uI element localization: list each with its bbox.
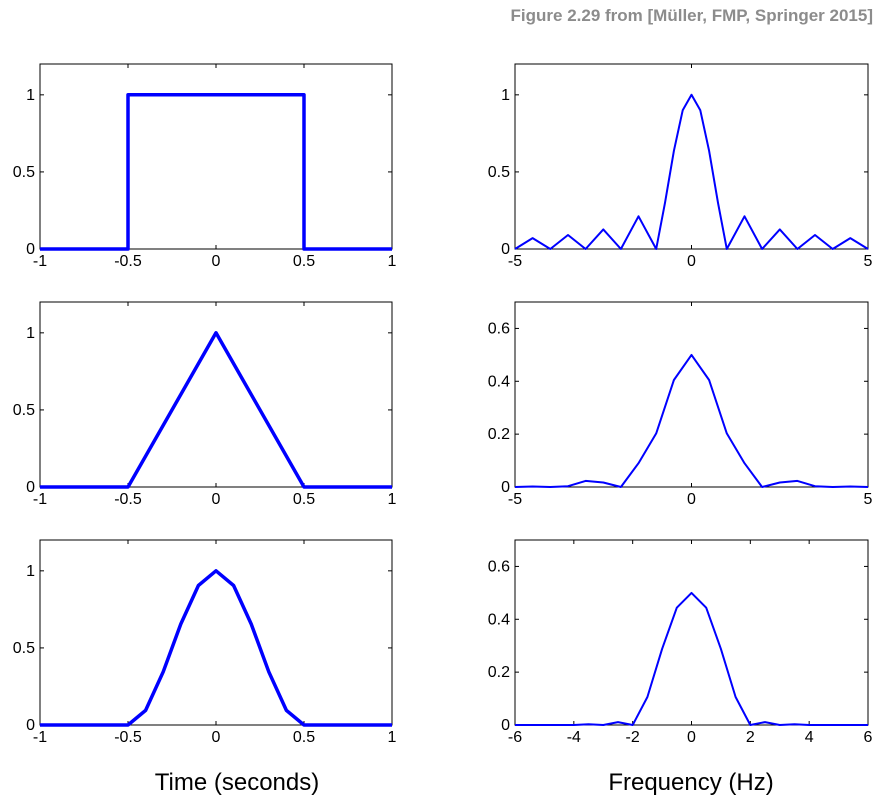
x-tick-label: 1: [388, 729, 397, 746]
x-tick-label: 0: [212, 253, 221, 270]
y-tick-label: 0.4: [488, 373, 510, 390]
plot-frame: [39, 539, 393, 726]
y-tick-label: 0: [26, 479, 35, 496]
plot-hann-bottom-right: -6 -4 -2 0 2 4 6 0 0.2 0.4 0.6: [488, 539, 873, 746]
y-tick-label: 0.5: [13, 164, 35, 181]
y-tick-label: 0.5: [13, 402, 35, 419]
plot-frame: [514, 539, 869, 726]
x-tick-label: 5: [864, 491, 873, 508]
y-tick-label: 1: [26, 563, 35, 580]
series-line: [40, 93, 392, 251]
y-tick-label: 1: [26, 87, 35, 104]
y-tick-label: 0: [501, 479, 510, 496]
x-tick-label: -0.5: [114, 491, 142, 508]
x-tick-label: 6: [864, 729, 873, 746]
y-tick-label: 0.6: [488, 320, 510, 337]
x-tick-label: -4: [567, 729, 581, 746]
y-tick-label: 0: [501, 717, 510, 734]
x-tick-label: 0.5: [293, 491, 315, 508]
x-tick-label: 0: [212, 729, 221, 746]
plot-triangle-middle-right: -5 0 500.20.40.6: [488, 301, 873, 508]
plot-frame: [39, 301, 393, 488]
x-tick-label: 0: [687, 729, 696, 746]
x-tick-label: -1: [33, 491, 47, 508]
series-line: [515, 591, 868, 726]
y-tick-label: 0.5: [13, 640, 35, 657]
plot-rect-top-right: -5 0 500.51: [488, 63, 873, 270]
x-tick-label: -5: [508, 253, 522, 270]
y-tick-label: 0.4: [488, 611, 510, 628]
series-line: [40, 331, 392, 489]
x-tick-label: 0: [687, 491, 696, 508]
plot-triangle-middle-left: -1 -0.5 0 0.5 1 0 0.5 1: [13, 301, 397, 508]
y-tick-label: 1: [26, 325, 35, 342]
x-tick-label: 5: [864, 253, 873, 270]
y-tick-label: 0.6: [488, 558, 510, 575]
x-tick-label: -1: [33, 729, 47, 746]
y-tick-label: 0.5: [488, 164, 510, 181]
x-tick-label: 0.5: [293, 253, 315, 270]
x-tick-label: 0: [212, 491, 221, 508]
x-axis-label-time: Time (seconds): [155, 769, 319, 796]
series-line: [40, 569, 392, 727]
x-tick-label: 4: [805, 729, 814, 746]
plot-rect-top-left: -1 -0.5 0 0.5 1 0 0.5 1: [13, 63, 397, 270]
plot-hann-bottom-left: -1 -0.5 0 0.5 1 0 0.5 1: [13, 539, 397, 746]
x-tick-label: -0.5: [114, 729, 142, 746]
plot-frame: [514, 301, 869, 488]
x-tick-label: -5: [508, 491, 522, 508]
x-tick-label: 1: [388, 491, 397, 508]
x-tick-label: -1: [33, 253, 47, 270]
x-tick-label: 2: [746, 729, 755, 746]
x-tick-label: 0.5: [293, 729, 315, 746]
x-tick-label: -0.5: [114, 253, 142, 270]
series-line: [514, 93, 869, 250]
y-tick-label: 0.2: [488, 664, 510, 681]
y-tick-label: 0: [26, 241, 35, 258]
x-axis-label-frequency: Frequency (Hz): [608, 769, 773, 796]
x-tick-label: 0: [687, 253, 696, 270]
y-tick-label: 0: [26, 717, 35, 734]
x-tick-label: 1: [388, 253, 397, 270]
figure-caption: Figure 2.29 from [Müller, FMP, Springer …: [510, 6, 873, 25]
y-tick-label: 0.2: [488, 426, 510, 443]
plot-frame: [514, 63, 869, 250]
y-tick-label: 0: [501, 241, 510, 258]
x-tick-label: -2: [626, 729, 640, 746]
series-line: [514, 353, 869, 488]
x-tick-label: -6: [508, 729, 522, 746]
y-tick-label: 1: [501, 87, 510, 104]
plot-frame: [39, 63, 393, 250]
